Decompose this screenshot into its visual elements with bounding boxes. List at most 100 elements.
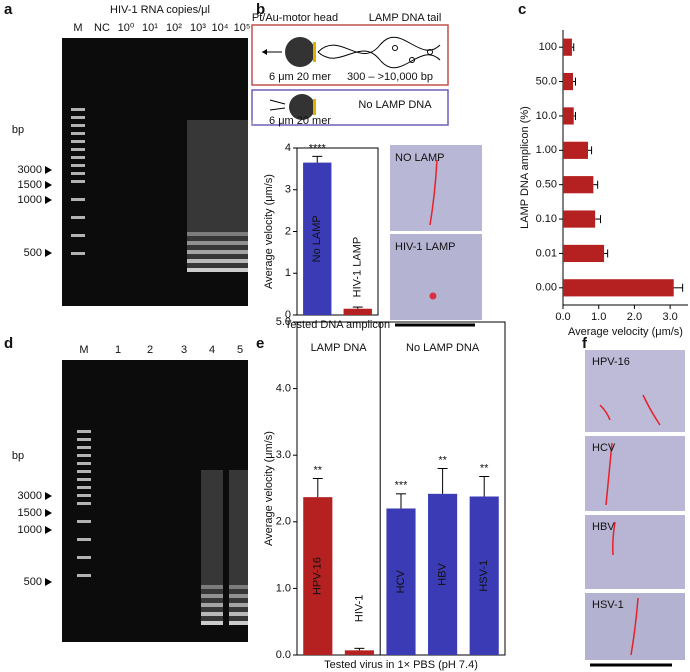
ladder-band xyxy=(71,132,85,135)
smear-band xyxy=(187,259,209,263)
marker-label: 500 xyxy=(24,576,42,588)
marker-arrow xyxy=(45,166,52,174)
smear xyxy=(201,470,223,625)
marker-arrow xyxy=(45,196,52,204)
y-axis-label: Average velocity (μm/s) xyxy=(263,431,275,546)
marker-arrow xyxy=(45,509,52,517)
panel-letter: e xyxy=(256,335,264,352)
smear-band xyxy=(229,603,251,607)
panel-letter: a xyxy=(4,1,13,18)
y-tick-label: 1.00 xyxy=(536,144,557,156)
bar xyxy=(563,244,605,263)
smear-band xyxy=(229,585,251,589)
marker-arrow xyxy=(45,181,52,189)
bar xyxy=(563,210,596,228)
ladder-band xyxy=(77,462,91,465)
image-label: HIV-1 LAMP xyxy=(395,241,456,253)
ladder-band xyxy=(71,148,85,151)
lane-label: 1 xyxy=(115,344,121,356)
panel-letter: d xyxy=(4,335,13,352)
micrographs-b: NO LAMP HIV-1 LAMP xyxy=(390,145,482,327)
bp-label: bp xyxy=(12,450,24,462)
panel-letter: b xyxy=(256,1,265,18)
ladder-band xyxy=(77,486,91,489)
marker-arrow xyxy=(45,492,52,500)
y-axis-label: LAMP DNA amplicon (%) xyxy=(519,106,531,229)
gel-image xyxy=(62,360,248,642)
group-label: No LAMP DNA xyxy=(406,342,480,354)
ladder-band xyxy=(71,124,85,127)
y-tick-label: 0 xyxy=(285,309,291,321)
bar xyxy=(469,496,499,655)
smear-band xyxy=(209,250,231,254)
lane-label: 10¹ xyxy=(142,22,158,34)
smear-band xyxy=(187,250,209,254)
smear-band xyxy=(231,259,253,263)
y-tick-label: 1 xyxy=(285,267,291,279)
ladder-band xyxy=(77,502,91,505)
ladder-band xyxy=(71,164,85,167)
y-tick-label: 3 xyxy=(285,184,291,196)
y-tick-label: 4 xyxy=(285,142,291,154)
micrographs-f: HPV-16 HCV HBV HSV-1 xyxy=(585,350,685,667)
smear xyxy=(209,120,231,272)
y-tick-label: 0.0 xyxy=(276,649,291,661)
category-label: HSV-1 xyxy=(478,560,490,592)
panel-letter: c xyxy=(518,1,526,18)
marker-arrow xyxy=(45,526,52,534)
y-tick-label: 3.0 xyxy=(276,449,291,461)
smear-band xyxy=(187,232,209,236)
ladder-band xyxy=(71,108,85,111)
ladder-band xyxy=(77,454,91,457)
ladder-band xyxy=(77,556,91,559)
smear xyxy=(187,120,209,272)
y-tick-label: 4.0 xyxy=(276,383,291,395)
image-label: HSV-1 xyxy=(592,599,624,611)
smear-band xyxy=(201,612,223,616)
bar xyxy=(344,650,374,655)
bar xyxy=(343,308,372,315)
bar xyxy=(563,72,573,91)
marker-arrow xyxy=(45,249,52,257)
y-tick-label: 10.0 xyxy=(536,110,557,122)
diagram-label: Pt/Au-motor head xyxy=(252,12,338,24)
marker-label: 1000 xyxy=(18,194,42,206)
smear-band xyxy=(231,241,253,245)
y-tick-label: 0.50 xyxy=(536,179,557,191)
ladder-band xyxy=(71,252,85,255)
ladder-band xyxy=(77,520,91,523)
ladder-band xyxy=(71,172,85,175)
y-tick-label: 0.01 xyxy=(536,247,557,259)
y-tick-label: 0.10 xyxy=(536,213,557,225)
lane-label: 10² xyxy=(166,22,182,34)
bp-label: bp xyxy=(12,124,24,136)
significance: *** xyxy=(395,480,409,492)
y-tick-label: 2 xyxy=(285,225,291,237)
marker-label: 1500 xyxy=(18,507,42,519)
ladder-band xyxy=(71,198,85,201)
image-label: HBV xyxy=(592,521,615,533)
bar xyxy=(563,38,572,56)
smear-band xyxy=(231,250,253,254)
significance: ** xyxy=(314,464,323,476)
group-label: LAMP DNA xyxy=(311,342,368,354)
x-axis-label: Average velocity (μm/s) xyxy=(568,326,683,338)
ladder-band xyxy=(77,446,91,449)
x-tick-label: 0.0 xyxy=(555,311,570,323)
bar xyxy=(303,162,332,315)
ladder-band xyxy=(71,156,85,159)
ladder-band xyxy=(77,438,91,441)
ladder-band xyxy=(77,574,91,577)
diagram-label: 6 μm 20 mer xyxy=(269,71,331,83)
bar xyxy=(428,493,458,655)
y-tick-label: 5.0 xyxy=(276,316,291,328)
significance: ** xyxy=(438,454,447,466)
smear-band xyxy=(209,259,231,263)
marker-label: 500 xyxy=(24,247,42,259)
ladder-band xyxy=(71,216,85,219)
bar xyxy=(563,279,674,297)
category-label: HIV-1 LAMP xyxy=(352,237,364,298)
bar xyxy=(563,141,588,159)
image-label: NO LAMP xyxy=(395,152,445,164)
category-label: HPV-16 xyxy=(312,557,324,595)
